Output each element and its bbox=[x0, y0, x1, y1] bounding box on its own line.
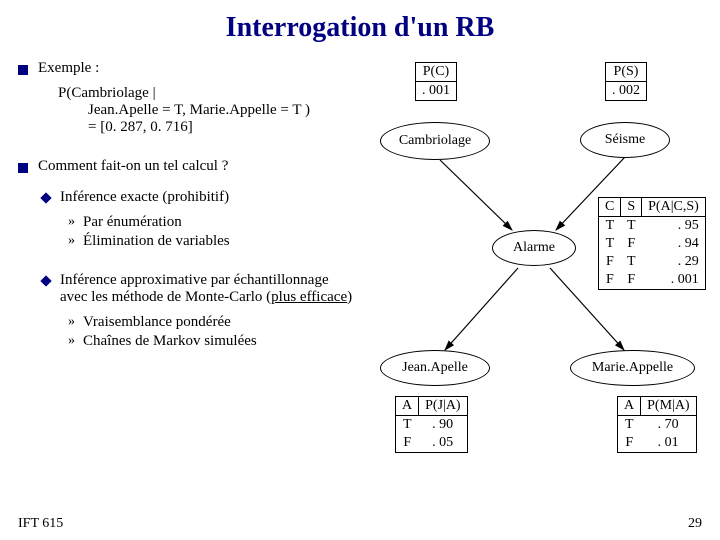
node-seisme: Séisme bbox=[580, 122, 670, 158]
comment-bullet: Comment fait-on un tel calcul ? bbox=[18, 158, 358, 175]
bullet-icon bbox=[18, 65, 28, 75]
footer-right: 29 bbox=[688, 516, 702, 532]
bayes-net-diagram: P(C) . 001 P(S) . 002 Cambriolage Séisme… bbox=[370, 62, 710, 522]
p-expression: P(Cambriolage | Jean.Apelle = T, Marie.A… bbox=[58, 85, 358, 136]
p-line2: Jean.Apelle = T, Marie.Appelle = T ) bbox=[88, 102, 358, 119]
c: T bbox=[621, 217, 642, 236]
example-label: Exemple : bbox=[38, 60, 99, 77]
cj-h2: P(J|A) bbox=[419, 397, 467, 416]
enum-text: Par énumération bbox=[83, 214, 182, 231]
cpt-a-h2: S bbox=[621, 198, 642, 217]
c: T bbox=[599, 235, 621, 253]
markov-item: » Chaînes de Markov simulées bbox=[18, 333, 358, 350]
c: . 05 bbox=[419, 434, 467, 453]
node-alarme: Alarme bbox=[492, 230, 576, 266]
diamond-icon bbox=[40, 192, 51, 203]
cpt-a-h1: C bbox=[599, 198, 621, 217]
pc-table: P(C) . 001 bbox=[415, 62, 457, 101]
c: . 95 bbox=[642, 217, 706, 236]
elim-text: Élimination de variables bbox=[83, 233, 230, 250]
comment-text: Comment fait-on un tel calcul ? bbox=[38, 158, 228, 175]
c: . 90 bbox=[419, 416, 467, 435]
c: F bbox=[621, 235, 642, 253]
inf-exact-text: Inférence exacte (prohibitif) bbox=[60, 189, 229, 206]
pc-value: . 001 bbox=[416, 82, 457, 101]
p-line1: P(Cambriolage | bbox=[58, 85, 358, 102]
c: T bbox=[621, 253, 642, 271]
node-cambriolage: Cambriolage bbox=[380, 122, 490, 160]
cj-h1: A bbox=[396, 397, 419, 416]
arrow-icon: » bbox=[68, 333, 75, 349]
cpt-marie: A P(M|A) T . 70 F . 01 bbox=[617, 396, 697, 453]
footer-left: IFT 615 bbox=[18, 516, 63, 532]
pc-header: P(C) bbox=[416, 63, 457, 82]
c: F bbox=[396, 434, 419, 453]
cpt-alarme: C S P(A|C,S) T T . 95 T F . 94 F T . 29 … bbox=[598, 197, 706, 290]
ps-table: P(S) . 002 bbox=[605, 62, 647, 101]
cpt-a-h3: P(A|C,S) bbox=[642, 198, 706, 217]
c: T bbox=[396, 416, 419, 435]
c: . 01 bbox=[641, 434, 696, 453]
c: . 70 bbox=[641, 416, 696, 435]
inf-approx-text: Inférence approximative par échantillonn… bbox=[60, 272, 358, 306]
markov-text: Chaînes de Markov simulées bbox=[83, 333, 257, 350]
c: . 001 bbox=[642, 271, 706, 290]
c: T bbox=[599, 217, 621, 236]
vrais-item: » Vraisemblance pondérée bbox=[18, 314, 358, 331]
elim-item: » Élimination de variables bbox=[18, 233, 358, 250]
enum-item: » Par énumération bbox=[18, 214, 358, 231]
c: F bbox=[599, 253, 621, 271]
ps-header: P(S) bbox=[606, 63, 647, 82]
example-bullet: Exemple : bbox=[18, 60, 358, 77]
c: F bbox=[621, 271, 642, 290]
ps-value: . 002 bbox=[606, 82, 647, 101]
cm-h1: A bbox=[618, 397, 641, 416]
approx-post: ) bbox=[347, 289, 352, 305]
inf-exact-row: Inférence exacte (prohibitif) bbox=[18, 189, 358, 206]
arrow-icon: » bbox=[68, 214, 75, 230]
p-line3: = [0. 287, 0. 716] bbox=[88, 119, 358, 136]
diamond-icon bbox=[40, 275, 51, 286]
c: . 94 bbox=[642, 235, 706, 253]
cm-h2: P(M|A) bbox=[641, 397, 696, 416]
vrais-text: Vraisemblance pondérée bbox=[83, 314, 231, 331]
c: F bbox=[599, 271, 621, 290]
c: T bbox=[618, 416, 641, 435]
slide-title: Interrogation d'un RB bbox=[0, 0, 720, 44]
c: . 29 bbox=[642, 253, 706, 271]
arrow-icon: » bbox=[68, 314, 75, 330]
cpt-jean: A P(J|A) T . 90 F . 05 bbox=[395, 396, 468, 453]
left-column: Exemple : P(Cambriolage | Jean.Apelle = … bbox=[18, 60, 358, 352]
approx-underline: plus efficace bbox=[271, 289, 347, 305]
node-marie: Marie.Appelle bbox=[570, 350, 695, 386]
bullet-icon bbox=[18, 163, 28, 173]
c: F bbox=[618, 434, 641, 453]
node-jean: Jean.Apelle bbox=[380, 350, 490, 386]
inf-approx-row: Inférence approximative par échantillonn… bbox=[18, 272, 358, 306]
arrow-icon: » bbox=[68, 233, 75, 249]
